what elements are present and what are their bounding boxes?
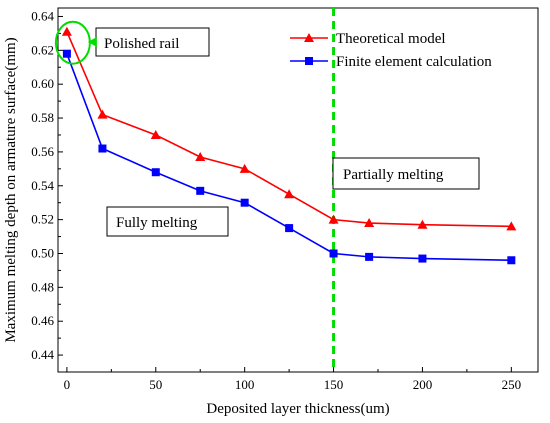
point-finite-element: [240, 198, 249, 207]
x-tick-label: 200: [413, 377, 433, 392]
x-axis-title: Deposited layer thickness(um): [206, 401, 389, 417]
point-finite-element: [365, 252, 374, 261]
point-finite-element: [507, 256, 516, 265]
polished-rail-box: [95, 27, 210, 57]
y-tick-label: 0.60: [31, 76, 54, 91]
x-tick-label: 100: [235, 377, 255, 392]
point-theoretical: [506, 221, 517, 231]
point-finite-element: [418, 254, 427, 263]
point-theoretical: [61, 26, 72, 36]
point-finite-element: [329, 249, 338, 258]
y-tick-label: 0.52: [31, 212, 54, 227]
y-axis-title: Maximum melting depth on armature surfac…: [3, 37, 19, 342]
legend-marker-theoretical: [304, 33, 314, 42]
y-tick-label: 0.48: [31, 279, 54, 294]
partially-melting-label: Partially melting: [343, 167, 444, 183]
y-tick-label: 0.46: [31, 313, 54, 328]
point-theoretical: [97, 109, 108, 119]
legend-marker-finite-element: [305, 57, 313, 65]
series-line-finite-element: [66, 53, 512, 262]
highlight-arrowhead: [87, 37, 97, 47]
y-tick-label: 0.54: [31, 178, 54, 193]
point-theoretical: [195, 151, 206, 161]
point-finite-element: [196, 186, 205, 195]
y-tick-label: 0.50: [31, 245, 54, 260]
series-line-theoretical: [66, 31, 512, 228]
point-theoretical: [417, 219, 428, 229]
partially-melting-box: [332, 157, 480, 190]
y-tick-label: 0.58: [31, 110, 54, 125]
x-tick-label: 150: [324, 377, 344, 392]
point-theoretical: [328, 214, 339, 224]
polished-rail-label: Polished rail: [104, 36, 179, 52]
point-theoretical: [284, 189, 295, 199]
point-theoretical: [239, 163, 250, 173]
y-tick-label: 0.62: [31, 42, 54, 57]
x-tick-label: 250: [502, 377, 522, 392]
fully-melting-box: [106, 206, 229, 237]
legend-label-finite-element: Finite element calculation: [336, 54, 492, 70]
x-tick-label: 0: [64, 377, 71, 392]
y-tick-label: 0.56: [31, 144, 54, 159]
point-theoretical: [150, 129, 161, 139]
point-finite-element: [98, 144, 107, 153]
fully-melting-label: Fully melting: [116, 215, 198, 231]
point-theoretical: [364, 218, 375, 228]
plot-frame: [57, 7, 539, 373]
legend-label-theoretical: Theoretical model: [336, 31, 446, 47]
y-tick-label: 0.44: [31, 347, 54, 362]
x-tick-label: 50: [149, 377, 162, 392]
point-finite-element: [285, 224, 294, 233]
point-finite-element: [151, 168, 160, 177]
point-finite-element: [62, 49, 71, 58]
y-tick-label: 0.64: [31, 8, 54, 23]
highlight-ellipse: [54, 20, 91, 65]
